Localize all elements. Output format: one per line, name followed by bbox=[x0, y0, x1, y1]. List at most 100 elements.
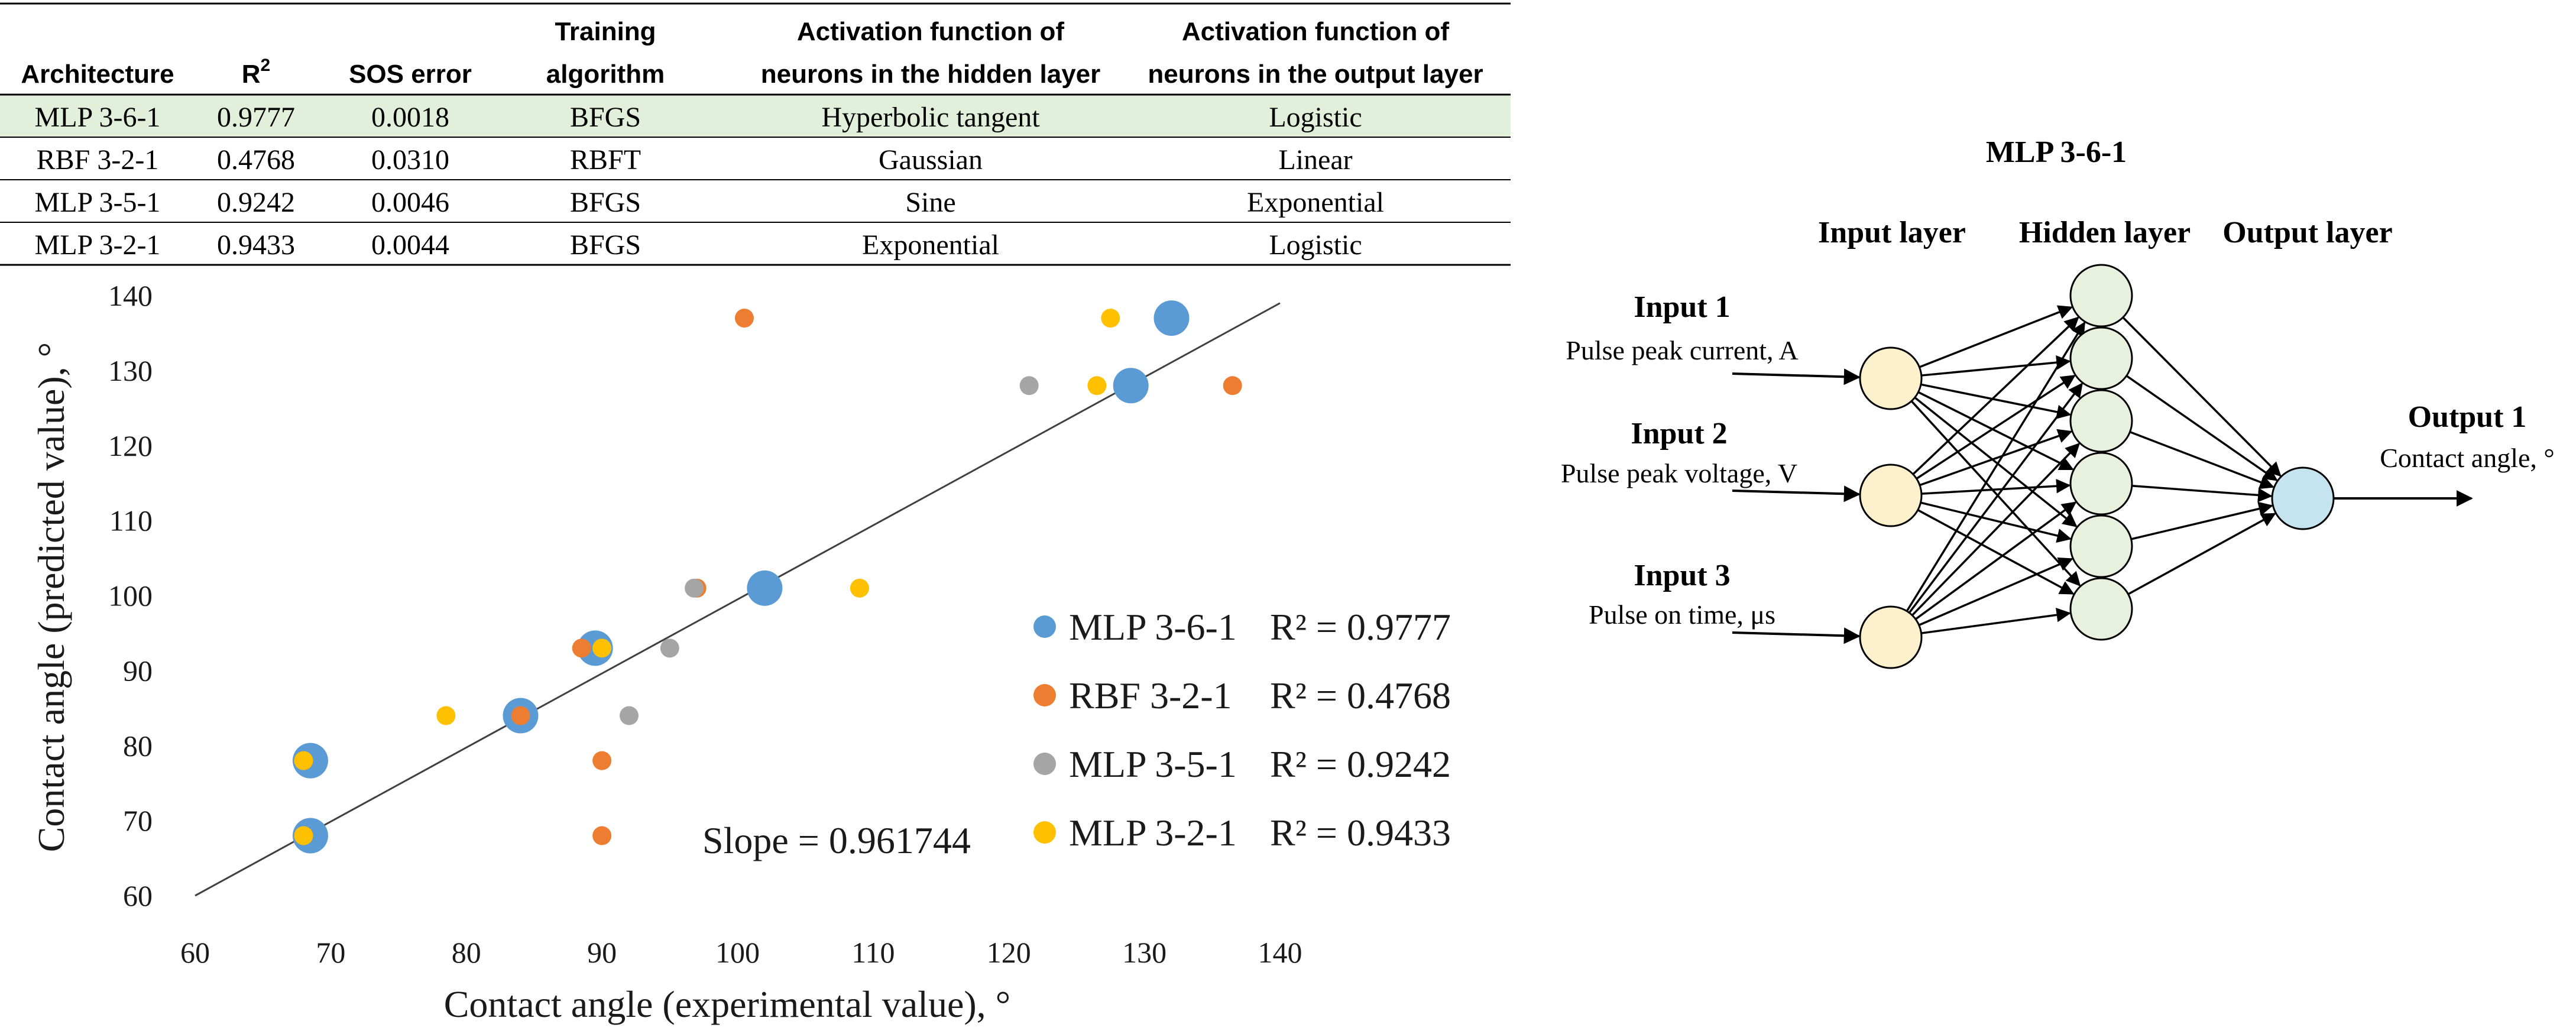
hidden-node bbox=[2069, 577, 2133, 641]
network-diagram: MLP 3-6-1 Input layer Hidden layer Outpu… bbox=[1561, 135, 2555, 669]
point-rbf-3-2-1 bbox=[511, 706, 530, 725]
point-rbf-3-2-1 bbox=[734, 309, 754, 328]
table-cell: 0.9433 bbox=[217, 229, 295, 261]
header-hidden-act-line2: neurons in the hidden layer bbox=[761, 60, 1101, 89]
hidden-node bbox=[2069, 326, 2133, 390]
connection-input-hidden bbox=[1917, 509, 2075, 595]
point-mlp-3-2-1 bbox=[294, 751, 313, 770]
input-layer-label: Input layer bbox=[1818, 216, 1966, 249]
table-cell: MLP 3-5-1 bbox=[35, 187, 161, 218]
y-tick-label: 60 bbox=[123, 879, 153, 912]
y-tick-label: 80 bbox=[123, 729, 153, 762]
point-mlp-3-5-1 bbox=[1019, 376, 1039, 396]
y-tick-label: 140 bbox=[108, 279, 153, 312]
table-cell: BFGS bbox=[570, 187, 641, 218]
x-tick-label: 60 bbox=[180, 936, 210, 969]
output-layer-label: Output layer bbox=[2222, 216, 2392, 249]
network-title: MLP 3-6-1 bbox=[1986, 135, 2127, 169]
input-node bbox=[1859, 463, 1923, 527]
table-cell: BFGS bbox=[570, 102, 641, 133]
legend-label-mlp-3-5-1: MLP 3-5-1 bbox=[1069, 743, 1237, 785]
legend-label-rbf-3-2-1: RBF 3-2-1 bbox=[1069, 675, 1232, 717]
scatter-chart: 60 70 80 90 100 110 120 130 140 60 70 80 90 100 110 12… bbox=[30, 279, 1451, 1025]
output-1-desc: Contact angle, ° bbox=[2380, 443, 2555, 473]
connection-hidden-output bbox=[2125, 375, 2278, 481]
table-cell: Linear bbox=[1278, 144, 1352, 176]
input-2-desc: Pulse peak voltage, V bbox=[1561, 458, 1797, 488]
connection-input-hidden bbox=[1921, 608, 2071, 634]
connection-input-hidden bbox=[1912, 316, 2079, 475]
x-axis-ticks: 60 70 80 90 100 110 120 130 140 bbox=[180, 936, 1302, 969]
point-mlp-3-2-1 bbox=[436, 706, 456, 725]
hidden-node bbox=[2069, 514, 2133, 578]
table-cell: 0.0044 bbox=[371, 229, 449, 261]
table-cell: MLP 3-2-1 bbox=[35, 229, 161, 261]
point-mlp-3-2-1 bbox=[850, 578, 869, 598]
x-tick-label: 90 bbox=[587, 936, 617, 969]
table-cell: Logistic bbox=[1269, 102, 1362, 133]
table-cell: RBF 3-2-1 bbox=[37, 144, 159, 176]
point-rbf-3-2-1 bbox=[592, 826, 612, 845]
table-cell: Gaussian bbox=[879, 144, 983, 176]
connection-input-hidden bbox=[1921, 355, 2071, 377]
table-cell: Exponential bbox=[862, 229, 999, 261]
connection-hidden-output bbox=[2131, 485, 2273, 503]
input-1-desc: Pulse peak current, A bbox=[1566, 335, 1798, 365]
connection-hidden-output bbox=[2127, 513, 2276, 595]
input-1-title: Input 1 bbox=[1634, 290, 1730, 324]
x-tick-label: 70 bbox=[316, 936, 345, 969]
input-node bbox=[1859, 605, 1923, 669]
legend-label-mlp-3-6-1: MLP 3-6-1 bbox=[1069, 606, 1237, 648]
point-mlp-3-5-1 bbox=[685, 578, 704, 598]
legend-r2-mlp-3-6-1: R² = 0.9777 bbox=[1270, 606, 1451, 648]
legend-marker-mlp-3-5-1 bbox=[1033, 753, 1056, 775]
connection-input-hidden bbox=[1914, 501, 2077, 620]
legend-r2-mlp-3-2-1: R² = 0.9433 bbox=[1270, 812, 1451, 854]
table-cell: 0.0018 bbox=[371, 102, 449, 133]
input-node bbox=[1859, 346, 1923, 410]
connection-input-hidden bbox=[1920, 501, 2072, 543]
table-cell: Sine bbox=[905, 187, 955, 218]
header-output-act-line2: neurons in the output layer bbox=[1148, 60, 1483, 89]
legend-marker-mlp-3-6-1 bbox=[1033, 615, 1056, 638]
table-cell: Hyperbolic tangent bbox=[821, 102, 1040, 133]
y-tick-label: 90 bbox=[123, 654, 153, 687]
table-cell: BFGS bbox=[570, 229, 641, 261]
y-axis-label: Contact angle (predicted value), ° bbox=[30, 342, 72, 853]
connection-input-hidden bbox=[1908, 383, 2083, 614]
point-mlp-3-5-1 bbox=[620, 706, 639, 725]
connection-input-hidden bbox=[1917, 391, 2074, 471]
data-points bbox=[292, 300, 1242, 854]
results-table: Architecture R2 SOS error Training algor… bbox=[0, 2, 1511, 266]
connection-input-hidden bbox=[1910, 400, 2081, 586]
x-tick-label: 80 bbox=[452, 936, 481, 969]
hidden-node bbox=[2069, 452, 2133, 516]
table-cell: 0.0046 bbox=[371, 187, 449, 218]
chart-legend: MLP 3-6-1 R² = 0.9777 RBF 3-2-1 R² = 0.4768… bbox=[1033, 606, 1451, 854]
output-node bbox=[2271, 466, 2335, 530]
point-mlp-3-6-1 bbox=[1113, 368, 1149, 404]
y-tick-label: 110 bbox=[109, 504, 153, 537]
input-3-desc: Pulse on time, μs bbox=[1589, 599, 1775, 630]
slope-label: Slope = 0.961744 bbox=[702, 819, 971, 861]
table-cell: RBFT bbox=[570, 144, 641, 176]
connection-hidden-output bbox=[2122, 316, 2282, 477]
connection-input-hidden bbox=[1911, 442, 2081, 616]
input-arrow bbox=[1732, 368, 1861, 385]
x-tick-label: 100 bbox=[715, 936, 760, 969]
hidden-layer-label: Hidden layer bbox=[2019, 216, 2191, 249]
network-nodes bbox=[1859, 264, 2335, 669]
legend-marker-rbf-3-2-1 bbox=[1033, 684, 1056, 706]
input-3-title: Input 3 bbox=[1634, 559, 1730, 592]
connection-input-hidden bbox=[1906, 321, 2086, 612]
header-r2: R2 bbox=[242, 56, 270, 89]
connection-input-hidden bbox=[1916, 375, 2076, 480]
x-tick-label: 110 bbox=[851, 936, 895, 969]
network-connections bbox=[1732, 305, 2473, 644]
connection-input-hidden bbox=[1919, 305, 2073, 368]
point-mlp-3-2-1 bbox=[1087, 376, 1107, 396]
point-rbf-3-2-1 bbox=[572, 638, 591, 658]
table-cell: 0.9242 bbox=[217, 187, 295, 218]
